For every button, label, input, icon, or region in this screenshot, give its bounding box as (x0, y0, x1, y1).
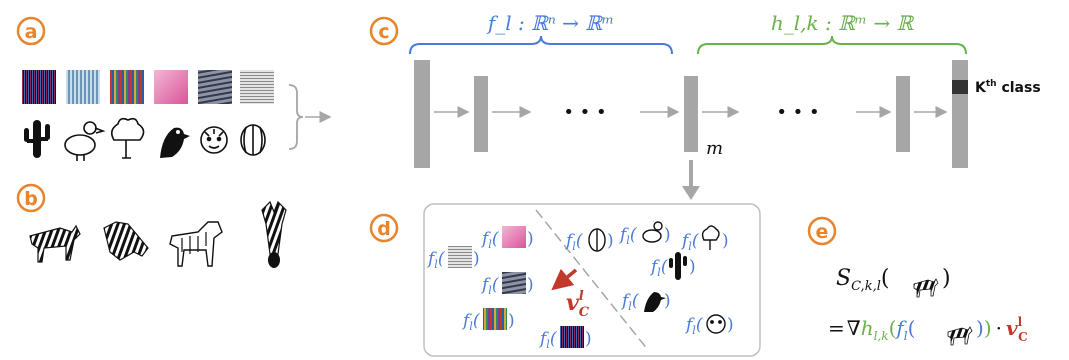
panel-e: e SC,k,l( ) = ∇hl,k(fl( )) · vl C (807, 216, 1028, 346)
ellipsis-left: • • • (563, 102, 606, 123)
bottleneck-m-label: m (706, 138, 723, 159)
panel-d-badge (369, 213, 399, 243)
texture-multicolor-stripes (110, 70, 144, 104)
kth-class-label: Kth class (975, 79, 1041, 96)
concept-activations: fl( ) fl( ) fl( ) fl( ) fl( (426, 226, 592, 351)
svg-text:fl(: fl( (684, 315, 703, 337)
zebra-image-row (29, 200, 287, 268)
layer-2 (474, 76, 488, 152)
panel-b-letter: b (24, 188, 38, 210)
texture-dark-stripes (22, 70, 56, 104)
f-brace (409, 35, 673, 55)
svg-text:fl(: fl( (538, 329, 557, 351)
puffin-icon (160, 127, 190, 158)
texture-pink-waves (154, 70, 188, 104)
panel-c-badge (369, 16, 399, 46)
h-brace (697, 35, 967, 55)
svg-text:): ) (727, 315, 734, 335)
svg-text:))·vlC: )) · vl C (976, 315, 1028, 344)
svg-text:): ) (607, 231, 614, 251)
svg-text:): ) (585, 329, 592, 349)
activation-gray-noise: fl( ) (480, 272, 534, 297)
f-mapping-label: f_l : ℝⁿ → ℝᵐ (486, 11, 614, 35)
svg-text:fl(: fl( (649, 257, 668, 279)
network-layers (414, 60, 968, 168)
svg-text:fl(: fl( (426, 249, 445, 271)
panel-a-badge (16, 16, 46, 46)
svg-text:SC,k,l(: SC,k,l( (836, 266, 889, 294)
activation-tree: fl( ) (680, 225, 729, 253)
svg-text:fl(: fl( (620, 291, 639, 313)
kth-class-unit (952, 80, 968, 94)
zebra-mini-icon (913, 278, 939, 298)
panel-c: c f_l : ℝⁿ → ℝᵐ h_l,k : ℝᵐ → ℝ • • • • •… (369, 11, 1041, 200)
texture-gray-noise (198, 70, 232, 104)
panel-a: a (16, 16, 332, 161)
zebra-mini-icon-2 (947, 326, 973, 346)
zebra-standing-outline-icon (169, 221, 223, 267)
ellipsis-right: • • • (776, 102, 819, 123)
panel-e-badge (807, 216, 837, 246)
texture-gray-lines (240, 70, 274, 104)
panel-d: d fl( ) fl( ) fl( ) fl( ) (369, 203, 761, 357)
cav-vector-arrow (551, 268, 578, 291)
cav-vector-label: vl C (566, 289, 590, 320)
random-activations: fl( ) fl( ) fl( ) fl( (564, 221, 734, 337)
svg-text:): ) (689, 257, 696, 277)
activation-tiger: fl( ) (684, 314, 734, 337)
panel-c-letter: c (378, 21, 389, 43)
activation-watermelon: fl( ) (564, 228, 614, 253)
activation-cactus: fl( ) (649, 252, 696, 280)
dodo-bird-icon (64, 121, 106, 161)
activation-puffin: fl( ) (620, 291, 671, 313)
layer-l (684, 76, 698, 152)
activation-dark-stripes: fl( ) (538, 326, 592, 351)
h-mapping-label: h_l,k : ℝᵐ → ℝ (771, 11, 915, 35)
cactus-icon (24, 120, 50, 158)
layer-input (414, 60, 430, 168)
svg-text:fl(: fl( (461, 311, 480, 333)
svg-text:fl(: fl( (480, 275, 499, 297)
zebra-head-front-icon (261, 200, 287, 268)
layer-penultimate (896, 76, 910, 152)
random-image-row (24, 117, 266, 161)
layer-output (952, 60, 968, 168)
panel-d-letter: d (377, 218, 391, 240)
tiger-icon (200, 126, 228, 154)
zebra-head-profile-icon (103, 221, 149, 261)
sensitivity-lhs: SC,k,l( ) (836, 266, 951, 298)
texture-blue-stripes (66, 70, 100, 104)
svg-text:): ) (942, 266, 951, 291)
activation-multicolor: fl( ) (461, 308, 515, 333)
zebra-side-icon (29, 224, 81, 263)
svg-text:=∇hl,k(fl(: = ∇hl,k(fl( (828, 316, 915, 343)
panel-b: b (16, 183, 287, 268)
svg-text:): ) (508, 311, 515, 331)
sensitivity-rhs: = ∇hl,k(fl( )) · vl C (828, 315, 1028, 346)
svg-text:): ) (664, 291, 671, 311)
panel-a-letter: a (25, 21, 38, 43)
arrow-to-panel-d-head (682, 186, 700, 200)
panel-b-badge (16, 183, 46, 213)
tree-icon (110, 117, 145, 159)
activation-gray-lines: fl( ) (426, 246, 480, 271)
panel-e-letter: e (816, 221, 829, 243)
activation-dodo: fl( ) (618, 221, 671, 247)
svg-text:): ) (527, 229, 534, 249)
svg-text:): ) (527, 275, 534, 295)
watermelon-icon (240, 124, 266, 156)
svg-text:fl(: fl( (680, 231, 699, 253)
svg-text:): ) (664, 225, 671, 245)
svg-text:): ) (722, 231, 729, 251)
grouping-brace (288, 84, 304, 150)
concept-texture-row (22, 70, 274, 104)
svg-text:fl(: fl( (480, 229, 499, 251)
svg-text:): ) (473, 249, 480, 269)
svg-text:fl(: fl( (564, 231, 583, 253)
activation-pink: fl( ) (480, 226, 534, 251)
svg-text:fl(: fl( (618, 225, 637, 247)
